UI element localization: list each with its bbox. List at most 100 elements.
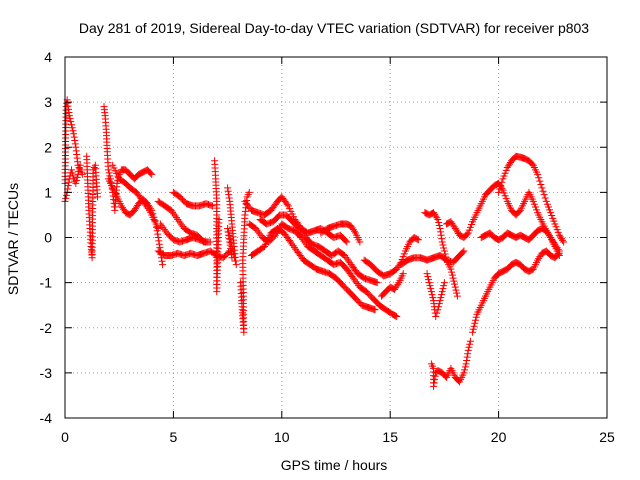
data-point bbox=[453, 289, 461, 297]
data-point bbox=[394, 280, 402, 288]
y-axis-title: SDTVAR / TECUs bbox=[5, 183, 21, 295]
data-point bbox=[175, 217, 183, 225]
data-point bbox=[440, 282, 448, 290]
data-point bbox=[245, 188, 253, 196]
data-point bbox=[341, 252, 349, 260]
data-point bbox=[167, 206, 175, 214]
data-point bbox=[399, 270, 407, 278]
data-point bbox=[298, 228, 306, 236]
data-point bbox=[290, 243, 298, 251]
data-point bbox=[140, 199, 148, 207]
x-tick-label: 5 bbox=[170, 429, 178, 445]
data-point bbox=[73, 173, 81, 181]
data-point bbox=[463, 353, 471, 361]
data-point bbox=[224, 184, 232, 192]
data-point bbox=[463, 356, 471, 364]
data-point bbox=[462, 360, 470, 368]
data-points bbox=[61, 96, 568, 390]
data-point bbox=[537, 180, 545, 188]
data-point bbox=[469, 328, 477, 336]
data-point bbox=[438, 291, 446, 299]
data-point bbox=[470, 322, 478, 330]
data-point bbox=[225, 191, 233, 199]
data-point bbox=[464, 346, 472, 354]
data-point bbox=[438, 288, 446, 296]
y-tick-label: 4 bbox=[44, 49, 52, 65]
data-point bbox=[225, 235, 233, 243]
data-point bbox=[154, 234, 162, 241]
data-point bbox=[461, 366, 469, 374]
data-point bbox=[62, 191, 70, 199]
data-point bbox=[68, 124, 76, 132]
data-point bbox=[225, 194, 233, 202]
data-point bbox=[143, 203, 151, 211]
series-track-x bbox=[427, 337, 474, 390]
data-point bbox=[70, 133, 78, 141]
data-point bbox=[424, 273, 432, 281]
data-point bbox=[431, 372, 439, 380]
data-point bbox=[155, 237, 163, 245]
data-point bbox=[441, 250, 449, 258]
data-point bbox=[160, 225, 168, 233]
data-point bbox=[253, 226, 261, 234]
data-point bbox=[202, 238, 210, 246]
series-track-f bbox=[109, 161, 162, 232]
data-point bbox=[64, 182, 72, 190]
data-point bbox=[148, 170, 156, 178]
data-point bbox=[495, 188, 503, 196]
data-point bbox=[71, 140, 79, 148]
data-point bbox=[436, 297, 444, 305]
data-point bbox=[435, 221, 443, 229]
data-point bbox=[393, 312, 401, 320]
data-point bbox=[68, 169, 76, 177]
data-point bbox=[373, 279, 381, 287]
data-point bbox=[289, 242, 297, 250]
data-point bbox=[342, 253, 350, 261]
data-point bbox=[245, 203, 253, 211]
data-point bbox=[463, 230, 471, 238]
data-point bbox=[176, 219, 184, 227]
data-point bbox=[225, 231, 233, 239]
data-point bbox=[343, 255, 351, 263]
data-point bbox=[224, 187, 232, 195]
data-point bbox=[392, 312, 400, 320]
data-point bbox=[171, 212, 179, 220]
data-point bbox=[427, 288, 435, 296]
data-point bbox=[437, 231, 445, 239]
data-point bbox=[451, 283, 459, 291]
data-point bbox=[170, 210, 178, 218]
data-point bbox=[254, 228, 262, 236]
data-point bbox=[69, 172, 77, 180]
x-axis-title: GPS time / hours bbox=[281, 457, 388, 473]
data-point bbox=[471, 316, 479, 324]
data-point bbox=[464, 350, 472, 358]
series-track-aa bbox=[477, 224, 563, 260]
data-point bbox=[350, 227, 358, 235]
series-track-p bbox=[247, 224, 379, 314]
axis-ticks: 0 5 10 15 20 25 -4 -3 -2 -1 0 1 2 3 4 bbox=[40, 49, 615, 445]
series-track-t bbox=[378, 270, 407, 300]
x-tick-label: 20 bbox=[491, 429, 507, 445]
y-tick-label: -4 bbox=[40, 410, 53, 426]
data-point bbox=[425, 279, 433, 287]
series-track-s bbox=[360, 234, 422, 280]
data-point bbox=[497, 182, 505, 190]
data-point bbox=[353, 280, 361, 288]
data-point bbox=[430, 379, 438, 387]
data-point bbox=[471, 319, 479, 327]
data-point bbox=[153, 223, 161, 231]
y-tick-label: 3 bbox=[44, 94, 52, 110]
data-point bbox=[440, 279, 448, 287]
data-point bbox=[427, 285, 435, 293]
data-point bbox=[228, 243, 236, 251]
data-point bbox=[178, 221, 186, 229]
data-point bbox=[296, 226, 304, 234]
data-point bbox=[453, 292, 461, 300]
data-point bbox=[65, 178, 73, 186]
data-point bbox=[536, 177, 544, 185]
data-point bbox=[436, 224, 444, 232]
data-point bbox=[560, 238, 568, 246]
data-point bbox=[448, 271, 456, 279]
